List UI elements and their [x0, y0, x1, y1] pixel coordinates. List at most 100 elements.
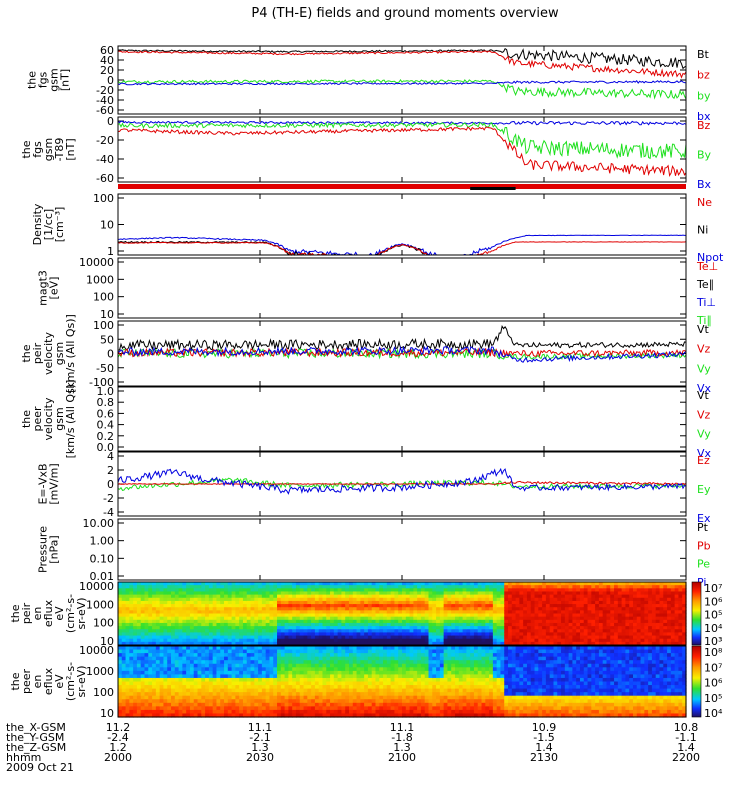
panel-frame [117, 257, 687, 319]
heat-cell [121, 585, 127, 589]
heat-cell [375, 597, 380, 602]
heat-cell [598, 626, 604, 630]
heat-cell [670, 591, 676, 596]
heat-cell [504, 597, 509, 602]
heat-cell [148, 613, 153, 618]
heat-cell [356, 646, 361, 651]
heat-cell [224, 663, 229, 668]
heat-cell [375, 613, 380, 618]
heat-cell [284, 585, 289, 589]
heat-cell [341, 604, 346, 608]
heat-cell [273, 709, 278, 715]
heat-cell [227, 638, 233, 643]
heat-cell [288, 610, 293, 615]
heat-cell [280, 582, 286, 586]
heat-cell [424, 619, 430, 624]
heat-cell [129, 607, 134, 611]
heat-cell [152, 695, 157, 700]
heat-cell [428, 629, 433, 633]
heat-cell [212, 699, 218, 704]
heat-cell [439, 604, 445, 608]
heat-cell [402, 597, 407, 602]
heat-cell [648, 597, 653, 602]
heat-cell [208, 702, 214, 707]
heat-cell [530, 582, 536, 586]
heat-cell [481, 613, 486, 618]
heat-cell [390, 604, 396, 608]
heat-cell [189, 632, 195, 637]
heat-cell [314, 674, 320, 679]
heat-cell [265, 688, 271, 693]
heat-cell [375, 674, 380, 679]
heat-cell [220, 619, 225, 624]
heat-cell [341, 667, 346, 672]
heat-cell [239, 646, 244, 651]
heat-cell [280, 613, 286, 618]
heat-cell [394, 656, 399, 661]
heat-cell [451, 641, 456, 646]
heat-cell [579, 635, 585, 640]
heat-cell [242, 607, 248, 611]
heat-cell [178, 641, 183, 646]
heat-cell [572, 594, 577, 599]
heat-cell [189, 585, 195, 589]
heat-cell [644, 626, 649, 630]
heat-cell [280, 699, 286, 704]
heat-cell [417, 695, 422, 700]
heat-cell [299, 616, 305, 621]
heat-cell [345, 681, 350, 686]
heat-cell [352, 677, 358, 683]
heat-cell [284, 688, 289, 693]
heat-cell [405, 619, 411, 624]
heat-cell [205, 616, 210, 621]
heat-cell [125, 610, 130, 615]
heat-cell [265, 713, 271, 718]
heat-cell [212, 619, 218, 624]
heat-cell [250, 597, 255, 602]
heat-cell [311, 706, 316, 711]
heat-cell [235, 597, 240, 602]
heat-cell [424, 653, 430, 658]
heat-cell [447, 641, 452, 646]
heat-cell [280, 646, 286, 651]
heat-cell [277, 674, 282, 679]
heat-cell [144, 582, 149, 586]
heat-cell [182, 585, 187, 589]
heat-cell [405, 649, 411, 654]
heat-cell [212, 607, 218, 611]
heat-cell [186, 604, 191, 608]
heat-cell [269, 600, 274, 605]
heat-cell [299, 670, 305, 675]
heat-cell [205, 685, 210, 690]
heat-cell [356, 695, 361, 700]
heat-cell [167, 674, 172, 679]
heat-cell [405, 613, 411, 618]
heat-cell [508, 594, 513, 599]
heat-cell [186, 713, 191, 718]
heat-cell [250, 619, 255, 624]
heat-cell [348, 638, 354, 643]
heat-cell [379, 604, 384, 608]
heat-cell [534, 635, 539, 640]
heat-cell [651, 588, 657, 593]
heat-cell [405, 629, 411, 633]
heat-cell [284, 674, 289, 679]
heat-cell [515, 638, 520, 643]
heat-cell [420, 713, 426, 718]
heat-cell [333, 632, 339, 637]
heat-cell [295, 692, 301, 697]
heat-cell [394, 670, 399, 675]
heat-cell [420, 646, 426, 651]
heat-cell [125, 685, 130, 690]
heat-cell [561, 616, 566, 621]
heat-cell [235, 610, 240, 615]
heat-cell [557, 604, 562, 608]
heat-cell [606, 585, 611, 589]
heat-cell [371, 646, 377, 651]
heat-cell [473, 626, 479, 630]
heat-cell [307, 597, 312, 602]
heat-cell [572, 632, 577, 637]
heat-cell [280, 604, 286, 608]
heat-cell [242, 591, 248, 596]
heat-cell [663, 632, 668, 637]
